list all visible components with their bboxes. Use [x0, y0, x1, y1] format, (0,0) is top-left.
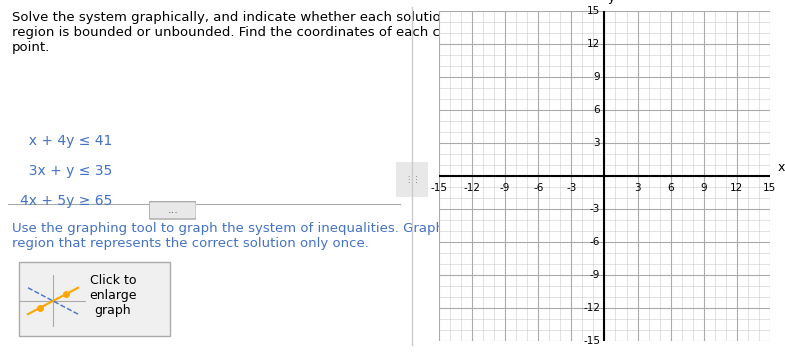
Text: 6: 6 — [667, 183, 674, 193]
Text: 6: 6 — [593, 105, 600, 115]
FancyBboxPatch shape — [395, 158, 429, 201]
Text: 3: 3 — [593, 138, 600, 148]
FancyBboxPatch shape — [149, 202, 196, 219]
Text: -15: -15 — [583, 337, 600, 346]
Text: 12: 12 — [587, 39, 600, 49]
Text: Solve the system graphically, and indicate whether each solution
region is bound: Solve the system graphically, and indica… — [13, 11, 476, 54]
Text: 12: 12 — [730, 183, 743, 193]
Text: ...: ... — [167, 205, 178, 215]
FancyBboxPatch shape — [19, 262, 170, 337]
Text: 15: 15 — [587, 6, 600, 15]
Text: ⋮⋮: ⋮⋮ — [403, 175, 421, 184]
Text: -3: -3 — [590, 204, 600, 214]
Text: -6: -6 — [590, 237, 600, 247]
Text: -3: -3 — [566, 183, 576, 193]
Text: -15: -15 — [430, 183, 447, 193]
Text: -6: -6 — [533, 183, 543, 193]
Text: y: y — [608, 0, 615, 4]
Text: x + 4y ≤ 41: x + 4y ≤ 41 — [20, 134, 113, 148]
Text: 9: 9 — [700, 183, 707, 193]
Text: x: x — [778, 161, 785, 174]
Text: 15: 15 — [763, 183, 776, 193]
Text: 3x + y ≤ 35: 3x + y ≤ 35 — [20, 164, 113, 178]
Text: -12: -12 — [583, 303, 600, 313]
Text: 9: 9 — [593, 72, 600, 82]
Text: 4x + 5y ≥ 65: 4x + 5y ≥ 65 — [20, 194, 113, 208]
Text: -9: -9 — [500, 183, 510, 193]
Text: -12: -12 — [464, 183, 480, 193]
Text: Click to
enlarge
graph: Click to enlarge graph — [89, 274, 137, 317]
Text: Use the graphing tool to graph the system of inequalities. Graph the
region that: Use the graphing tool to graph the syste… — [13, 222, 470, 250]
Text: 3: 3 — [634, 183, 641, 193]
Text: -9: -9 — [590, 270, 600, 280]
